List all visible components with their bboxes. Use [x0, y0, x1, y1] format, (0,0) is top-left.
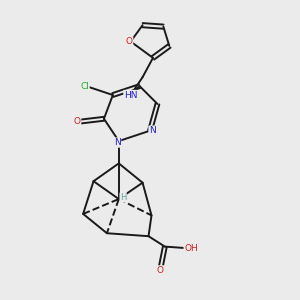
- Text: N: N: [149, 126, 156, 135]
- Text: Cl: Cl: [80, 82, 89, 91]
- Text: O: O: [157, 266, 164, 275]
- Text: HN: HN: [124, 91, 137, 100]
- Text: OH: OH: [184, 244, 198, 253]
- Text: O: O: [74, 117, 81, 126]
- Text: O: O: [126, 37, 133, 46]
- Text: H: H: [120, 193, 126, 202]
- Text: N: N: [114, 138, 121, 147]
